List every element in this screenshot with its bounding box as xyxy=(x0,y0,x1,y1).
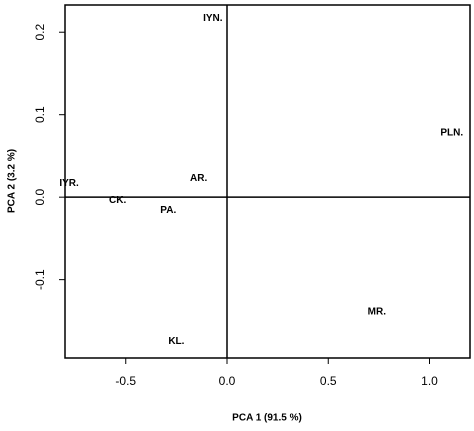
point-label: CK. xyxy=(109,195,126,206)
point-label: IYN. xyxy=(203,13,223,24)
y-tick-label: 0.1 xyxy=(33,106,47,123)
point-label: AR. xyxy=(190,173,207,184)
y-tick-label: 0.2 xyxy=(33,24,47,41)
y-tick-label: 0.0 xyxy=(33,189,47,206)
x-tick-label: 0.0 xyxy=(219,374,236,388)
x-tick-label: 1.0 xyxy=(421,374,438,388)
point-label: KL. xyxy=(168,336,184,347)
plot-frame xyxy=(64,4,471,359)
point-label: PLN. xyxy=(440,127,463,138)
y-axis-label: PCA 2 (3.2 %) xyxy=(7,149,18,213)
point-label: IYR. xyxy=(59,178,79,189)
point-label: MR. xyxy=(368,306,387,317)
x-tick-label: -0.5 xyxy=(115,374,136,388)
point-label: PA. xyxy=(160,205,176,216)
x-tick-label: 0.5 xyxy=(320,374,337,388)
x-axis-label: PCA 1 (91.5 %) xyxy=(232,413,302,424)
y-tick-label: -0.1 xyxy=(33,269,47,290)
